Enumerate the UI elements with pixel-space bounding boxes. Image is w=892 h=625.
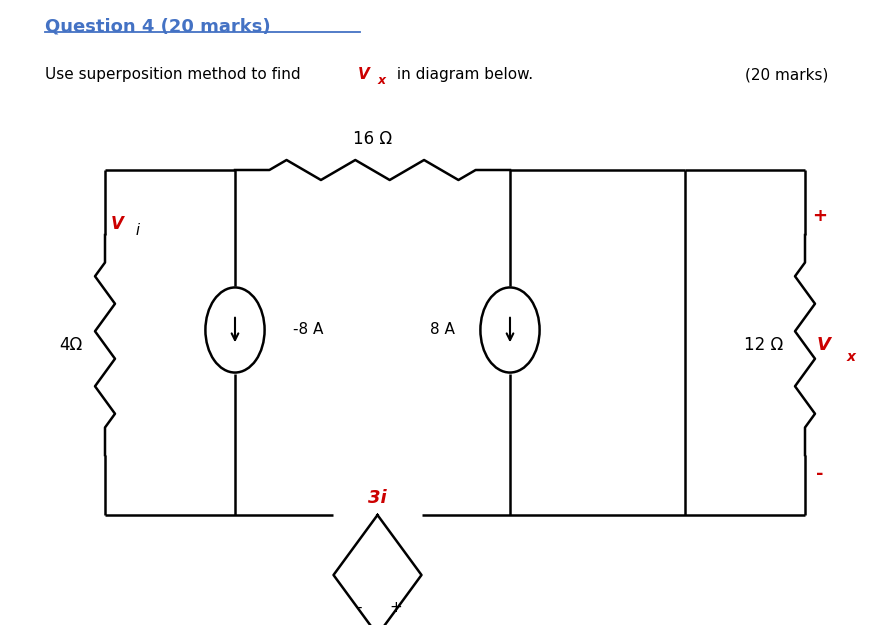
Text: i: i bbox=[131, 223, 140, 238]
Text: x: x bbox=[378, 74, 386, 87]
Text: in diagram below.: in diagram below. bbox=[392, 67, 533, 82]
Text: (20 marks): (20 marks) bbox=[745, 67, 829, 82]
Text: Use superposition method to find: Use superposition method to find bbox=[45, 67, 305, 82]
Text: -: - bbox=[816, 465, 823, 483]
Text: 3i: 3i bbox=[368, 489, 387, 507]
Text: V: V bbox=[358, 67, 370, 82]
Text: 16 Ω: 16 Ω bbox=[353, 130, 392, 148]
Text: -: - bbox=[357, 599, 362, 614]
Text: +: + bbox=[389, 599, 402, 614]
Text: x: x bbox=[847, 350, 856, 364]
Text: -8 A: -8 A bbox=[293, 322, 324, 338]
Text: Question 4 (20 marks): Question 4 (20 marks) bbox=[45, 17, 270, 35]
Text: 4Ω: 4Ω bbox=[60, 336, 83, 354]
Text: V: V bbox=[817, 336, 830, 354]
Text: V: V bbox=[111, 215, 124, 233]
Text: 12 Ω: 12 Ω bbox=[744, 336, 783, 354]
Text: 8 A: 8 A bbox=[430, 322, 455, 338]
Text: +: + bbox=[813, 207, 828, 225]
